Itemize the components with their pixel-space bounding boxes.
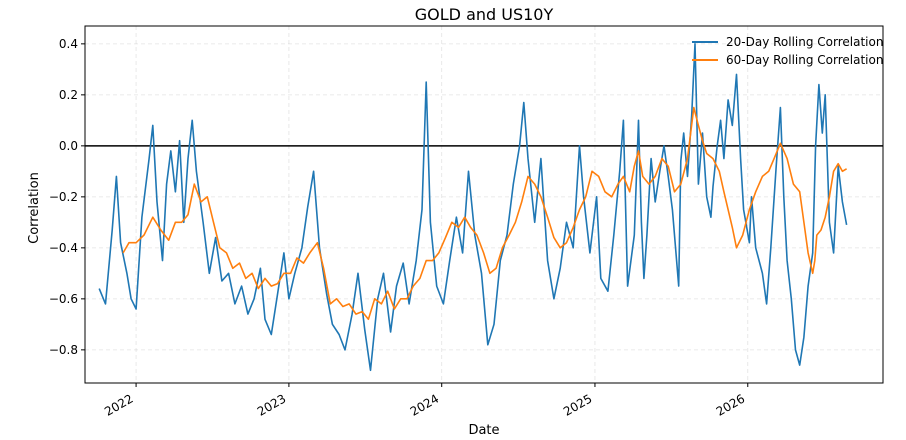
y-tick-label: 0.4 xyxy=(59,37,78,51)
x-tick-label: 2022 xyxy=(102,391,135,418)
chart-title: GOLD and US10Y xyxy=(415,5,554,24)
y-tick-label: 0.0 xyxy=(59,139,78,153)
legend-label-20day: 20-Day Rolling Correlation xyxy=(726,35,883,49)
x-axis-title: Date xyxy=(468,423,499,438)
x-tick-label: 2026 xyxy=(714,391,747,418)
y-tick-label: 0.2 xyxy=(59,88,78,102)
y-tick-label: −0.8 xyxy=(49,343,78,357)
legend-label-60day: 60-Day Rolling Correlation xyxy=(726,53,883,67)
series-layer xyxy=(98,43,848,372)
plot-frame xyxy=(84,25,884,384)
y-tick-label: −0.4 xyxy=(49,241,78,255)
x-axis: 2022 2023 2024 2025 2026 xyxy=(102,383,749,419)
y-axis: −0.8 −0.6 −0.4 −0.2 0.0 0.2 0.4 xyxy=(49,37,85,357)
y-axis-title: Correlation xyxy=(27,172,42,244)
x-tick-label: 2023 xyxy=(255,391,288,418)
series-line-60day xyxy=(122,106,848,321)
x-tick-label: 2025 xyxy=(561,391,594,418)
y-tick-label: −0.2 xyxy=(49,190,78,204)
series-line-20day xyxy=(98,43,848,372)
grid xyxy=(85,26,883,383)
y-tick-label: −0.6 xyxy=(49,292,78,306)
x-tick-label: 2024 xyxy=(408,391,441,418)
legend: 20-Day Rolling Correlation 60-Day Rollin… xyxy=(692,35,883,67)
